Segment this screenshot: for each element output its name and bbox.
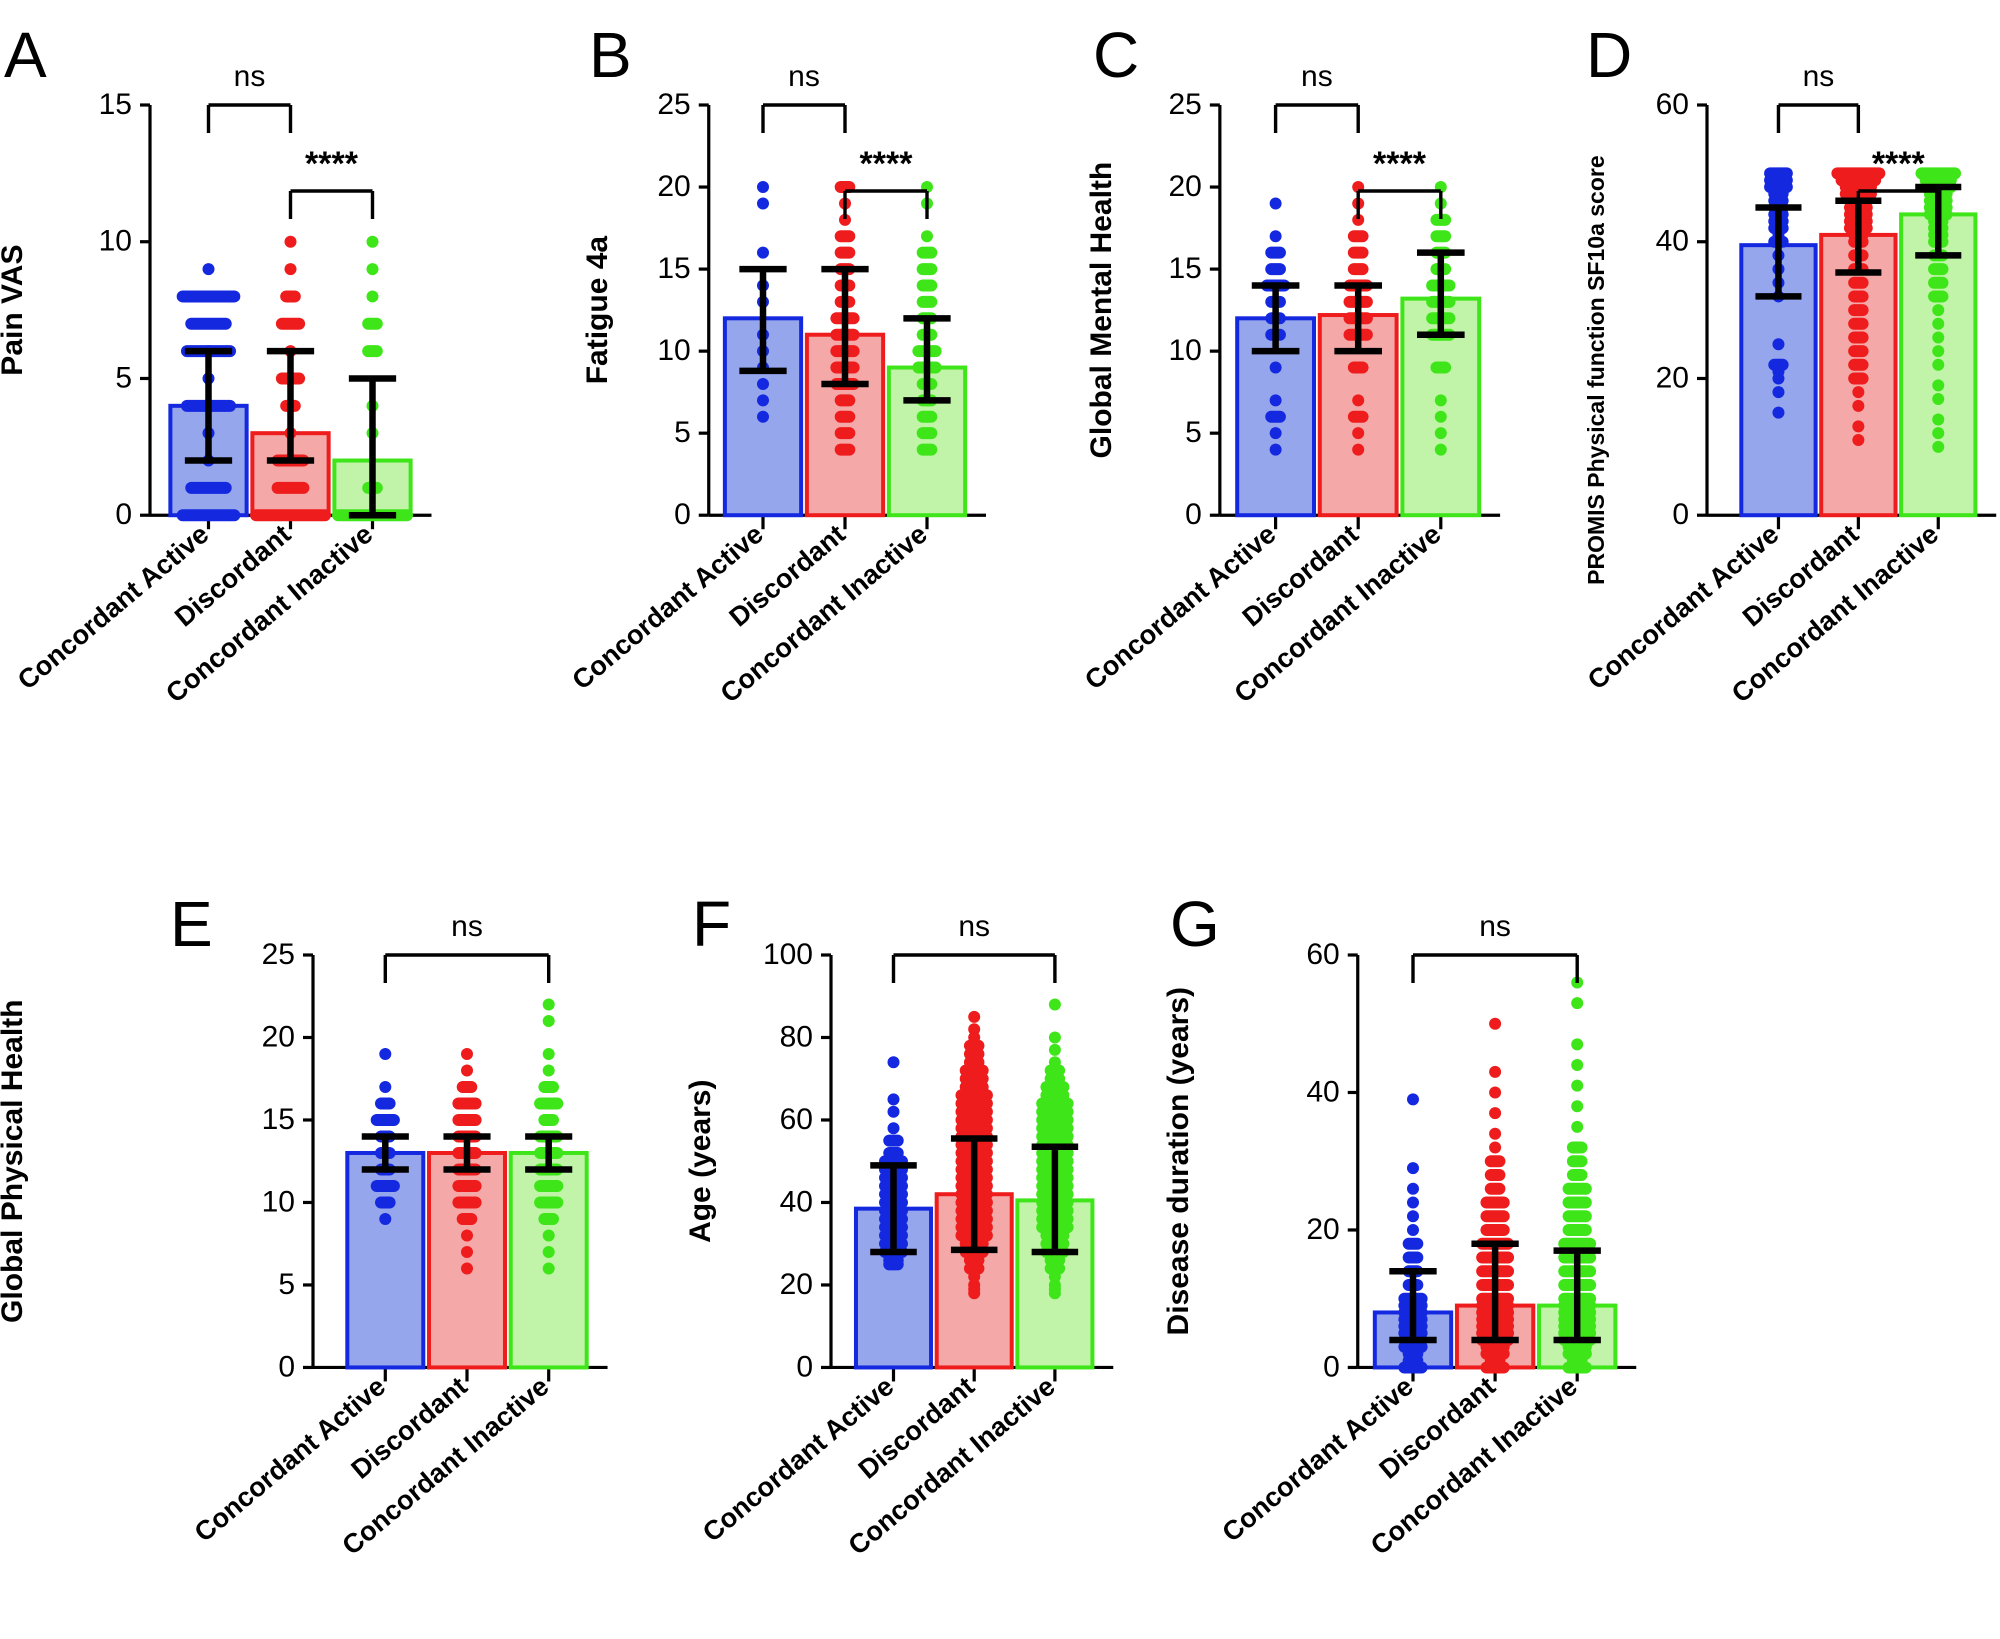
svg-text:10: 10	[99, 225, 132, 258]
svg-text:0: 0	[796, 1350, 813, 1383]
svg-text:10: 10	[262, 1185, 295, 1218]
svg-text:40: 40	[780, 1185, 813, 1218]
svg-text:20: 20	[1168, 170, 1201, 203]
svg-text:ns: ns	[234, 60, 266, 93]
svg-text:20: 20	[657, 170, 690, 203]
svg-text:Disease duration (years): Disease duration (years)	[1162, 987, 1195, 1335]
svg-text:20: 20	[1306, 1213, 1339, 1246]
svg-text:15: 15	[262, 1103, 295, 1136]
svg-text:PROMIS Physical function SF10a: PROMIS Physical function SF10a score	[1583, 155, 1609, 584]
svg-text:ns: ns	[1803, 60, 1835, 93]
svg-text:15: 15	[1168, 252, 1201, 285]
svg-text:40: 40	[1306, 1075, 1339, 1108]
svg-text:ns: ns	[958, 910, 990, 943]
svg-text:A: A	[4, 19, 47, 91]
svg-text:****: ****	[1872, 145, 1926, 183]
svg-text:0: 0	[1672, 498, 1689, 531]
svg-text:10: 10	[657, 334, 690, 367]
svg-text:F: F	[692, 888, 731, 960]
svg-text:ns: ns	[1479, 910, 1511, 943]
svg-text:25: 25	[1168, 88, 1201, 121]
svg-text:40: 40	[1656, 225, 1689, 258]
svg-text:B: B	[589, 19, 632, 91]
svg-text:****: ****	[860, 145, 914, 183]
svg-text:G: G	[1170, 888, 1220, 960]
svg-text:Global Physical Health: Global Physical Health	[0, 1000, 29, 1323]
svg-text:****: ****	[305, 145, 359, 183]
svg-text:0: 0	[1185, 498, 1202, 531]
svg-text:0: 0	[674, 498, 691, 531]
svg-text:5: 5	[674, 416, 691, 449]
svg-text:60: 60	[1306, 938, 1339, 971]
svg-text:80: 80	[780, 1020, 813, 1053]
svg-text:Age (years): Age (years)	[684, 1080, 717, 1243]
svg-text:20: 20	[1656, 361, 1689, 394]
svg-text:60: 60	[780, 1103, 813, 1136]
svg-text:0: 0	[1323, 1350, 1340, 1383]
svg-text:ns: ns	[788, 60, 820, 93]
svg-text:5: 5	[115, 361, 132, 394]
svg-text:E: E	[170, 888, 213, 960]
svg-text:ns: ns	[1301, 60, 1333, 93]
svg-text:C: C	[1093, 19, 1139, 91]
svg-text:15: 15	[657, 252, 690, 285]
svg-text:25: 25	[657, 88, 690, 121]
svg-text:ns: ns	[451, 910, 483, 943]
svg-text:60: 60	[1656, 88, 1689, 121]
svg-text:20: 20	[780, 1268, 813, 1301]
svg-text:5: 5	[1185, 416, 1202, 449]
svg-text:0: 0	[278, 1350, 295, 1383]
svg-text:****: ****	[1373, 145, 1427, 183]
svg-text:Fatigue 4a: Fatigue 4a	[581, 236, 614, 385]
svg-text:Pain VAS: Pain VAS	[0, 245, 29, 376]
svg-text:10: 10	[1168, 334, 1201, 367]
svg-text:5: 5	[278, 1268, 295, 1301]
svg-text:15: 15	[99, 88, 132, 121]
svg-text:20: 20	[262, 1020, 295, 1053]
svg-text:25: 25	[262, 938, 295, 971]
svg-text:Global Mental Health: Global Mental Health	[1085, 162, 1118, 459]
svg-text:D: D	[1586, 19, 1632, 91]
svg-text:0: 0	[115, 498, 132, 531]
svg-text:100: 100	[763, 938, 813, 971]
